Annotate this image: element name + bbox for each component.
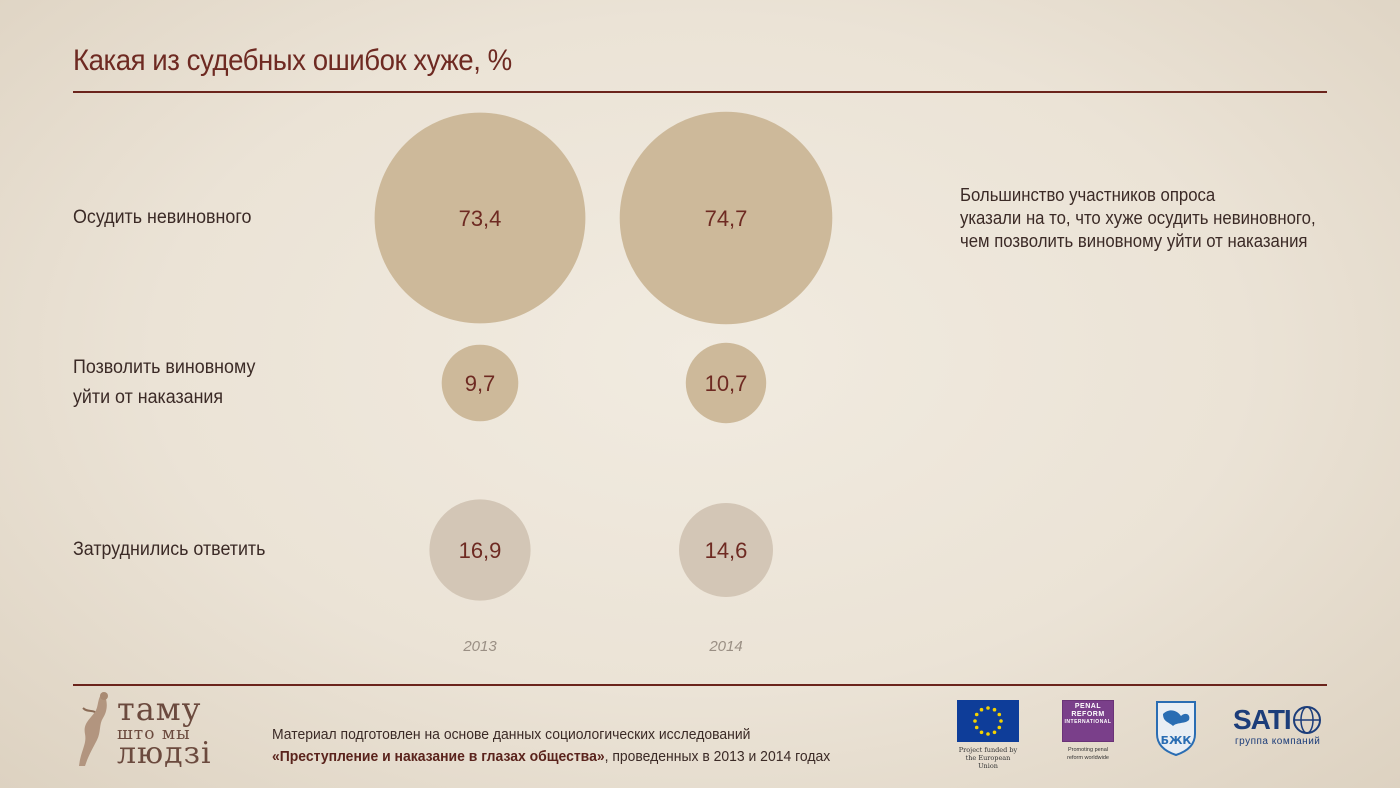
bubble-value-label: 14,6 (705, 538, 748, 563)
bubble-value-label: 10,7 (705, 371, 748, 396)
note-line: чем позволить виновному уйти от наказани… (960, 231, 1308, 251)
star-icon (974, 712, 979, 717)
bubble-chart: 73,4 74,7 9,7 10,7 16,9 14,6 2013 2014 (374, 111, 833, 655)
row-label-guilty: Позволить виновному уйти от наказания (73, 353, 255, 413)
star-icon (999, 719, 1003, 723)
pri-word: INTERNATIONAL (1064, 719, 1112, 725)
bubble-3-2014 (679, 503, 773, 597)
star-icon (986, 732, 990, 736)
buk-logo: БЖК (1155, 700, 1197, 757)
bubble-value-label: 74,7 (705, 206, 748, 231)
star-icon (997, 725, 1002, 730)
note-line: Большинство участников опроса (960, 185, 1216, 205)
globe-icon (1292, 706, 1321, 734)
pri-word: REFORM (1071, 711, 1105, 718)
bubble-2-2014 (685, 342, 767, 424)
bubble-2-2013 (441, 344, 519, 422)
eu-flag-icon (957, 700, 1019, 742)
bubble-1-2013 (374, 112, 586, 324)
pri-word: PENAL (1074, 703, 1102, 710)
note-line: указали на то, что хуже осудить невиновн… (960, 208, 1316, 228)
star-icon (979, 707, 984, 712)
year-label: 2013 (462, 638, 497, 655)
footer-line: «Преступление и наказание в глазах общес… (272, 746, 830, 768)
footer-line: Материал подготовлен на основе данных со… (272, 726, 751, 743)
bubble-1-2014 (619, 111, 833, 325)
sati-subtitle: группа компаний (1235, 736, 1321, 747)
star-icon (979, 730, 984, 735)
row-label-line: Затруднились ответить (73, 539, 266, 560)
buk-text: БЖК (1161, 734, 1192, 747)
star-icon (992, 730, 997, 735)
footer-line-rest: , проведенных в 2013 и 2014 годах (604, 748, 831, 765)
row-label-line: Позволить виновному (73, 357, 256, 378)
footer-rule (73, 684, 1327, 686)
study-title: «Преступление и наказание в глазах общес… (272, 748, 605, 765)
sati-logo: SATI группа компаний (1233, 704, 1333, 748)
star-icon (997, 712, 1002, 717)
bubble-value-label: 73,4 (459, 206, 502, 231)
row-label-unsure: Затруднились ответить (73, 535, 265, 565)
logo-word: што мы (117, 724, 191, 744)
eu-caption: Project funded by the European Union (958, 746, 1018, 770)
star-icon (986, 706, 990, 710)
penal-reform-box: PENAL REFORM INTERNATIONAL (1062, 700, 1114, 742)
star-icon (992, 707, 997, 712)
row-label-innocent: Осудить невиновного (73, 203, 251, 233)
penal-reform-logo: PENAL REFORM INTERNATIONAL Promoting pen… (1062, 700, 1114, 762)
footer-source: Материал подготовлен на основе данных со… (272, 724, 830, 768)
tamu-logo: таму што мы людзі (73, 688, 243, 772)
star-icon (973, 719, 977, 723)
star-icon (974, 725, 979, 730)
eu-stars-icon (973, 706, 1003, 736)
pri-caption: Promoting penal reform worldwide (1067, 747, 1109, 761)
year-label: 2014 (708, 638, 742, 655)
logo-word: людзі (117, 736, 212, 771)
row-label-line: уйти от наказания (73, 387, 224, 408)
bubble-3-2013 (429, 499, 531, 601)
figure-icon (79, 692, 108, 766)
conclusion-note: Большинство участников опроса указали на… (960, 184, 1323, 253)
eu-logo: Project funded by the European Union (957, 700, 1019, 770)
sati-brand: SATI (1233, 704, 1292, 735)
bubble-value-label: 9,7 (465, 371, 496, 396)
title-rule (73, 91, 1327, 93)
logo-word: таму (117, 690, 202, 728)
row-label-line: Осудить невиновного (73, 207, 252, 228)
bubble-value-label: 16,9 (459, 538, 502, 563)
chart-title: Какая из судебных ошибок хуже, % (73, 44, 512, 77)
shield-icon: БЖК (1156, 701, 1196, 757)
